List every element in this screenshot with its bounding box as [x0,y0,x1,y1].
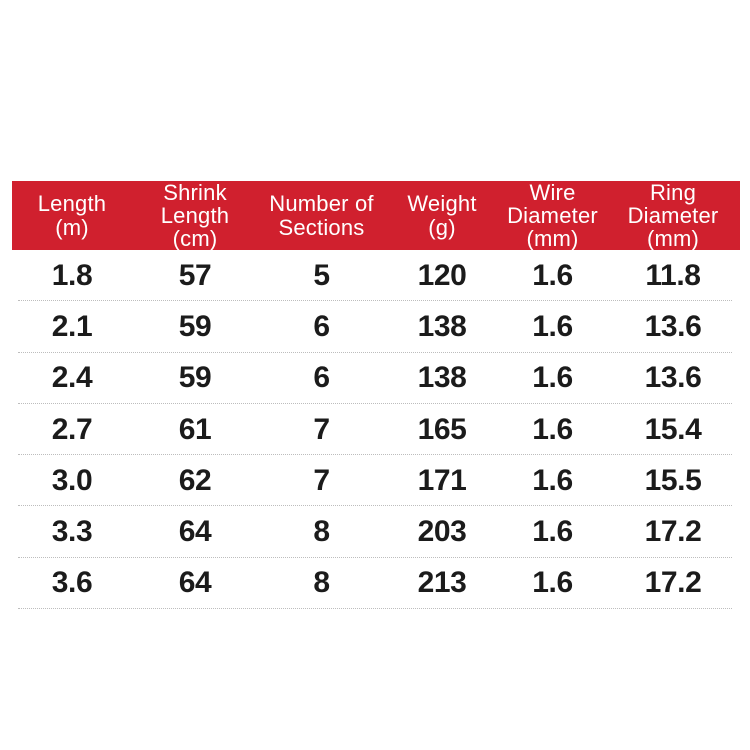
table-cell: 1.6 [532,566,573,600]
table-cell: 8 [313,515,330,549]
table-cell: 62 [178,463,212,497]
table-row: 3.6 64 8 213 1.6 17.2 [12,558,740,610]
table-cell: 8 [313,566,330,600]
column-header-ring-diameter: Ring Diameter (mm) [627,179,719,252]
table-cell: 61 [178,412,212,446]
table-cell: 1.6 [532,515,573,549]
table-cell: 17.2 [644,515,702,549]
spec-table: Length (m) Shrink Length (cm) Number of … [12,179,740,610]
column-header-weight: Weight (g) [407,191,477,240]
column-header-length: Length (m) [37,191,107,240]
table-cell: 57 [178,258,212,292]
table-cell: 15.4 [644,412,702,446]
table-row: 3.3 64 8 203 1.6 17.2 [12,506,740,559]
table-cell: 3.0 [51,463,93,497]
table-cell: 2.4 [51,361,93,395]
table-cell: 2.7 [51,412,93,446]
table-cell: 165 [417,412,467,446]
table-cell: 59 [178,361,212,395]
table-cell: 17.2 [644,566,702,600]
table-cell: 3.6 [51,566,93,600]
table-cell: 1.6 [532,309,573,343]
table-cell: 5 [313,258,330,292]
table-cell: 138 [417,361,467,395]
table-row: 2.4 59 6 138 1.6 13.6 [12,353,740,405]
table-cell: 64 [178,566,212,600]
column-header-shrink-length: Shrink Length (cm) [160,179,230,252]
table-cell: 7 [313,412,330,446]
table-cell: 138 [417,309,467,343]
table-cell: 13.6 [644,309,702,343]
column-header-wire-diameter: Wire Diameter (mm) [507,179,598,252]
table-cell: 120 [417,258,467,292]
table-row: 1.8 57 5 120 1.6 11.8 [12,250,740,302]
table-cell: 1.8 [51,258,93,292]
table-cell: 2.1 [51,309,93,343]
table-cell: 7 [313,463,330,497]
table-row: 2.1 59 6 138 1.6 13.6 [12,301,740,353]
table-cell: 64 [178,515,212,549]
table-cell: 1.6 [532,412,573,446]
table-cell: 6 [313,361,330,395]
table-cell: 203 [417,515,467,549]
table-header-row: Length (m) Shrink Length (cm) Number of … [12,179,740,252]
table-cell: 1.6 [532,463,573,497]
table-cell: 1.6 [532,258,573,292]
table-cell: 11.8 [645,258,701,292]
table-cell: 1.6 [532,361,573,395]
table-cell: 6 [313,309,330,343]
table-row: 2.7 61 7 165 1.6 15.4 [12,404,740,456]
table-row: 3.0 62 7 171 1.6 15.5 [12,455,740,507]
table-cell: 15.5 [644,463,702,497]
table-cell: 3.3 [51,515,93,549]
table-cell: 171 [417,463,467,497]
table-cell: 59 [178,309,212,343]
column-header-number-of-sections: Number of Sections [269,191,374,240]
table-cell: 213 [417,566,467,600]
table-body: 1.8 57 5 120 1.6 11.8 2.1 59 6 138 1.6 1… [12,250,740,610]
table-cell: 13.6 [644,361,702,395]
